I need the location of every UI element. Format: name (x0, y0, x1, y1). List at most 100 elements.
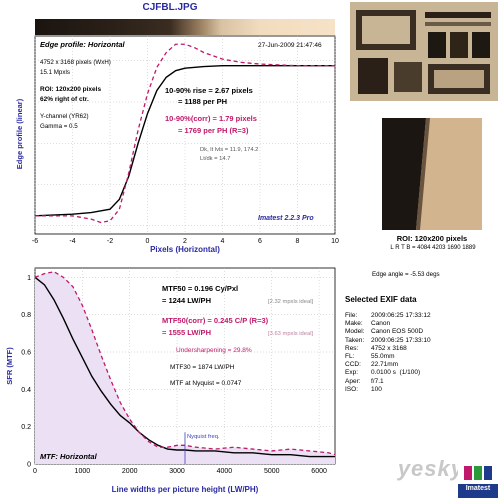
mtf-ticks: 0 1000 2000 3000 4000 5000 6000 0 0.2 0.4 0.6 0.8 1 (21, 275, 327, 475)
mtf-line (34, 276, 335, 458)
mtf-xlabel: Line widths per picture height (LW/PH) (112, 485, 259, 494)
edge-series (34, 43, 335, 224)
exif-row: Res: 4752 x 3168 (345, 345, 495, 353)
edge-gradient-bar (35, 19, 335, 35)
edge-channel-0: Y-channel (YR62) (40, 113, 89, 120)
edge-x-tick-label: 6 (258, 238, 262, 245)
mtf-ylabel: SFR (MTF) (5, 347, 14, 385)
exif-value: 0.0100 s (1/100) (371, 369, 421, 377)
edge-dk-0: Dk, lt lvls = 11.9, 174.2 (200, 147, 258, 153)
lrtb-readout: L R T B = 4084 4203 1690 1889 (390, 245, 476, 251)
exif-row: CCD: 22.71mm (345, 361, 495, 369)
yesky-watermark: yesky (397, 456, 464, 481)
edge-dk-1: Lt/dk = 14.7 (200, 156, 230, 162)
mtf-y-tick-label: 1 (27, 275, 31, 282)
file-title: CJFBL.JPG (142, 2, 198, 13)
mtf-y-tick-label: 0.8 (21, 312, 31, 319)
exif-row: Exp: 0.0100 s (1/100) (345, 369, 495, 377)
edge-badge: Imatest 2.2.3 Pro (258, 215, 314, 222)
edge-rise-1: = 1188 per PH (178, 97, 227, 106)
edge-x-tick-label: 2 (183, 238, 187, 245)
edge-profile-chart: -6 -4 -2 0 2 4 6 8 10 Edge profile: Horizontal 2… (15, 35, 339, 254)
exif-value: 4752 x 3168 (371, 344, 407, 352)
edge-x-tick-label: -2 (107, 238, 113, 245)
exif-key: File: (345, 312, 358, 319)
exif-row: FL: 55.0mm (345, 353, 495, 361)
exif-key: Exp: (345, 369, 359, 377)
edge-rise-corr-0: 10-90%(corr) = 1.79 pixels (165, 114, 257, 123)
roi-caption: ROI: 120x200 pixels (396, 234, 468, 243)
exif-value: 22.71mm (371, 361, 399, 369)
nyquist-label: Nyquist freq. (187, 434, 220, 440)
mtf50c-ideal: [3.63 mpxls ideal] (268, 331, 313, 337)
roi-crop-image (382, 118, 482, 230)
exif-key: ISO: (345, 385, 359, 393)
exif-key: Res: (345, 344, 359, 352)
exif-value: f/7.1 (371, 377, 384, 385)
edge-header: Edge profile: Horizontal (40, 40, 126, 49)
exif-row: Make: Canon (345, 320, 495, 328)
edge-roi-1: 62% right of ctr. (40, 96, 89, 103)
exif-key: FL: (345, 353, 355, 361)
edge-xlabel: Pixels (Horizontal) (150, 245, 220, 254)
exif-row: ISO: 100 (345, 386, 495, 394)
edge-profile-corr-line (35, 43, 335, 224)
mtf-x-tick-label: 1000 (75, 468, 91, 475)
imatest-logo-text: Imatest (465, 485, 491, 492)
edge-info-1: 15.1 Mpxls (40, 69, 70, 76)
edge-x-tick-label: -4 (69, 238, 75, 245)
mtf50c-line-0: MTF50(corr) = 0.245 C/P (R=3) (162, 316, 269, 325)
edge-x-ticks: -6 -4 -2 0 2 4 6 8 10 (32, 238, 339, 245)
mtf-header: MTF: Horizontal (40, 452, 98, 461)
exif-key: CCD: (345, 361, 361, 369)
edge-profile-line (34, 65, 335, 217)
exif-row: File: 2009:06:25 17:33:12 (345, 312, 495, 320)
mtf-x-tick-label: 2000 (122, 468, 138, 475)
exif-list: File: 2009:06:25 17:33:12 Make: Canon Model:… (345, 312, 495, 394)
edge-roi-0: ROI: 120x200 pixels (40, 86, 101, 93)
exif-title: Selected EXIF data (345, 295, 417, 304)
edge-ylabel: Edge profile (linear) (15, 98, 24, 169)
nyq-mtf: MTF at Nyquist = 0.0747 (170, 380, 242, 387)
edge-rise-corr-1: = 1769 per PH (R=3) (178, 126, 249, 135)
exif-value: 55.0mm (371, 353, 395, 361)
undersharp: Undersharpening = 29.8% (176, 347, 252, 354)
mtf50-line-0: MTF50 = 0.196 Cy/Pxl (162, 284, 238, 293)
mtf50-ideal: [2.32 mpxls ideal] (268, 299, 313, 305)
mtf-y-tick-label: 0.6 (21, 350, 31, 357)
mtf30: MTF30 = 1874 LW/PH (170, 364, 235, 371)
exif-value: Canon (371, 320, 391, 328)
edge-x-tick-label: 0 (146, 238, 150, 245)
imatest-logo: Imatest (458, 462, 498, 498)
edge-channel-1: Gamma = 0.5 (40, 123, 78, 130)
mtf-y-tick-label: 0.2 (21, 424, 31, 431)
mtf50-line-1: = 1244 LW/PH (162, 296, 211, 305)
exif-row: Aper: f/7.1 (345, 378, 495, 386)
mtf50c-line-1: = 1555 LW/PH (162, 328, 211, 337)
mtf-x-tick-label: 0 (33, 468, 37, 475)
edge-angle: Edge angle = -5.53 degs (372, 271, 440, 278)
edge-rise-0: 10-90% rise = 2.67 pixels (165, 86, 253, 95)
exif-value: 100 (371, 385, 382, 393)
mtf-x-tick-label: 5000 (264, 468, 280, 475)
mtf-y-tick-label: 0 (27, 462, 31, 469)
exif-value: 2009:06:25 17:33:10 (371, 336, 431, 344)
edge-info-0: 4752 x 3168 pixels (WxH) (40, 59, 111, 66)
exif-row: Taken: 2009:06:25 17:33:10 (345, 337, 495, 345)
edge-grid (34, 36, 336, 234)
exif-row: Model: Canon EOS 500D (345, 328, 495, 336)
exif-value: 2009:06:25 17:33:12 (371, 312, 431, 319)
edge-x-tick-label: 8 (296, 238, 300, 245)
exif-key: Aper: (345, 377, 361, 385)
edge-date: 27-Jun-2009 21:47:46 (258, 42, 322, 49)
mtf-y-tick-label: 0.4 (21, 387, 31, 394)
edge-x-tick-label: 10 (331, 238, 339, 245)
exif-key: Taken: (345, 336, 365, 344)
exif-value: Canon EOS 500D (371, 328, 424, 336)
mtf-x-tick-label: 4000 (217, 468, 233, 475)
mtf-x-tick-label: 3000 (169, 468, 185, 475)
mtf-corr-area (35, 271, 335, 464)
exif-key: Model: (345, 328, 365, 336)
mtf-chart: 0 1000 2000 3000 4000 5000 600000.20.40.60.81 … (5, 267, 336, 494)
mtf-series (34, 271, 336, 464)
